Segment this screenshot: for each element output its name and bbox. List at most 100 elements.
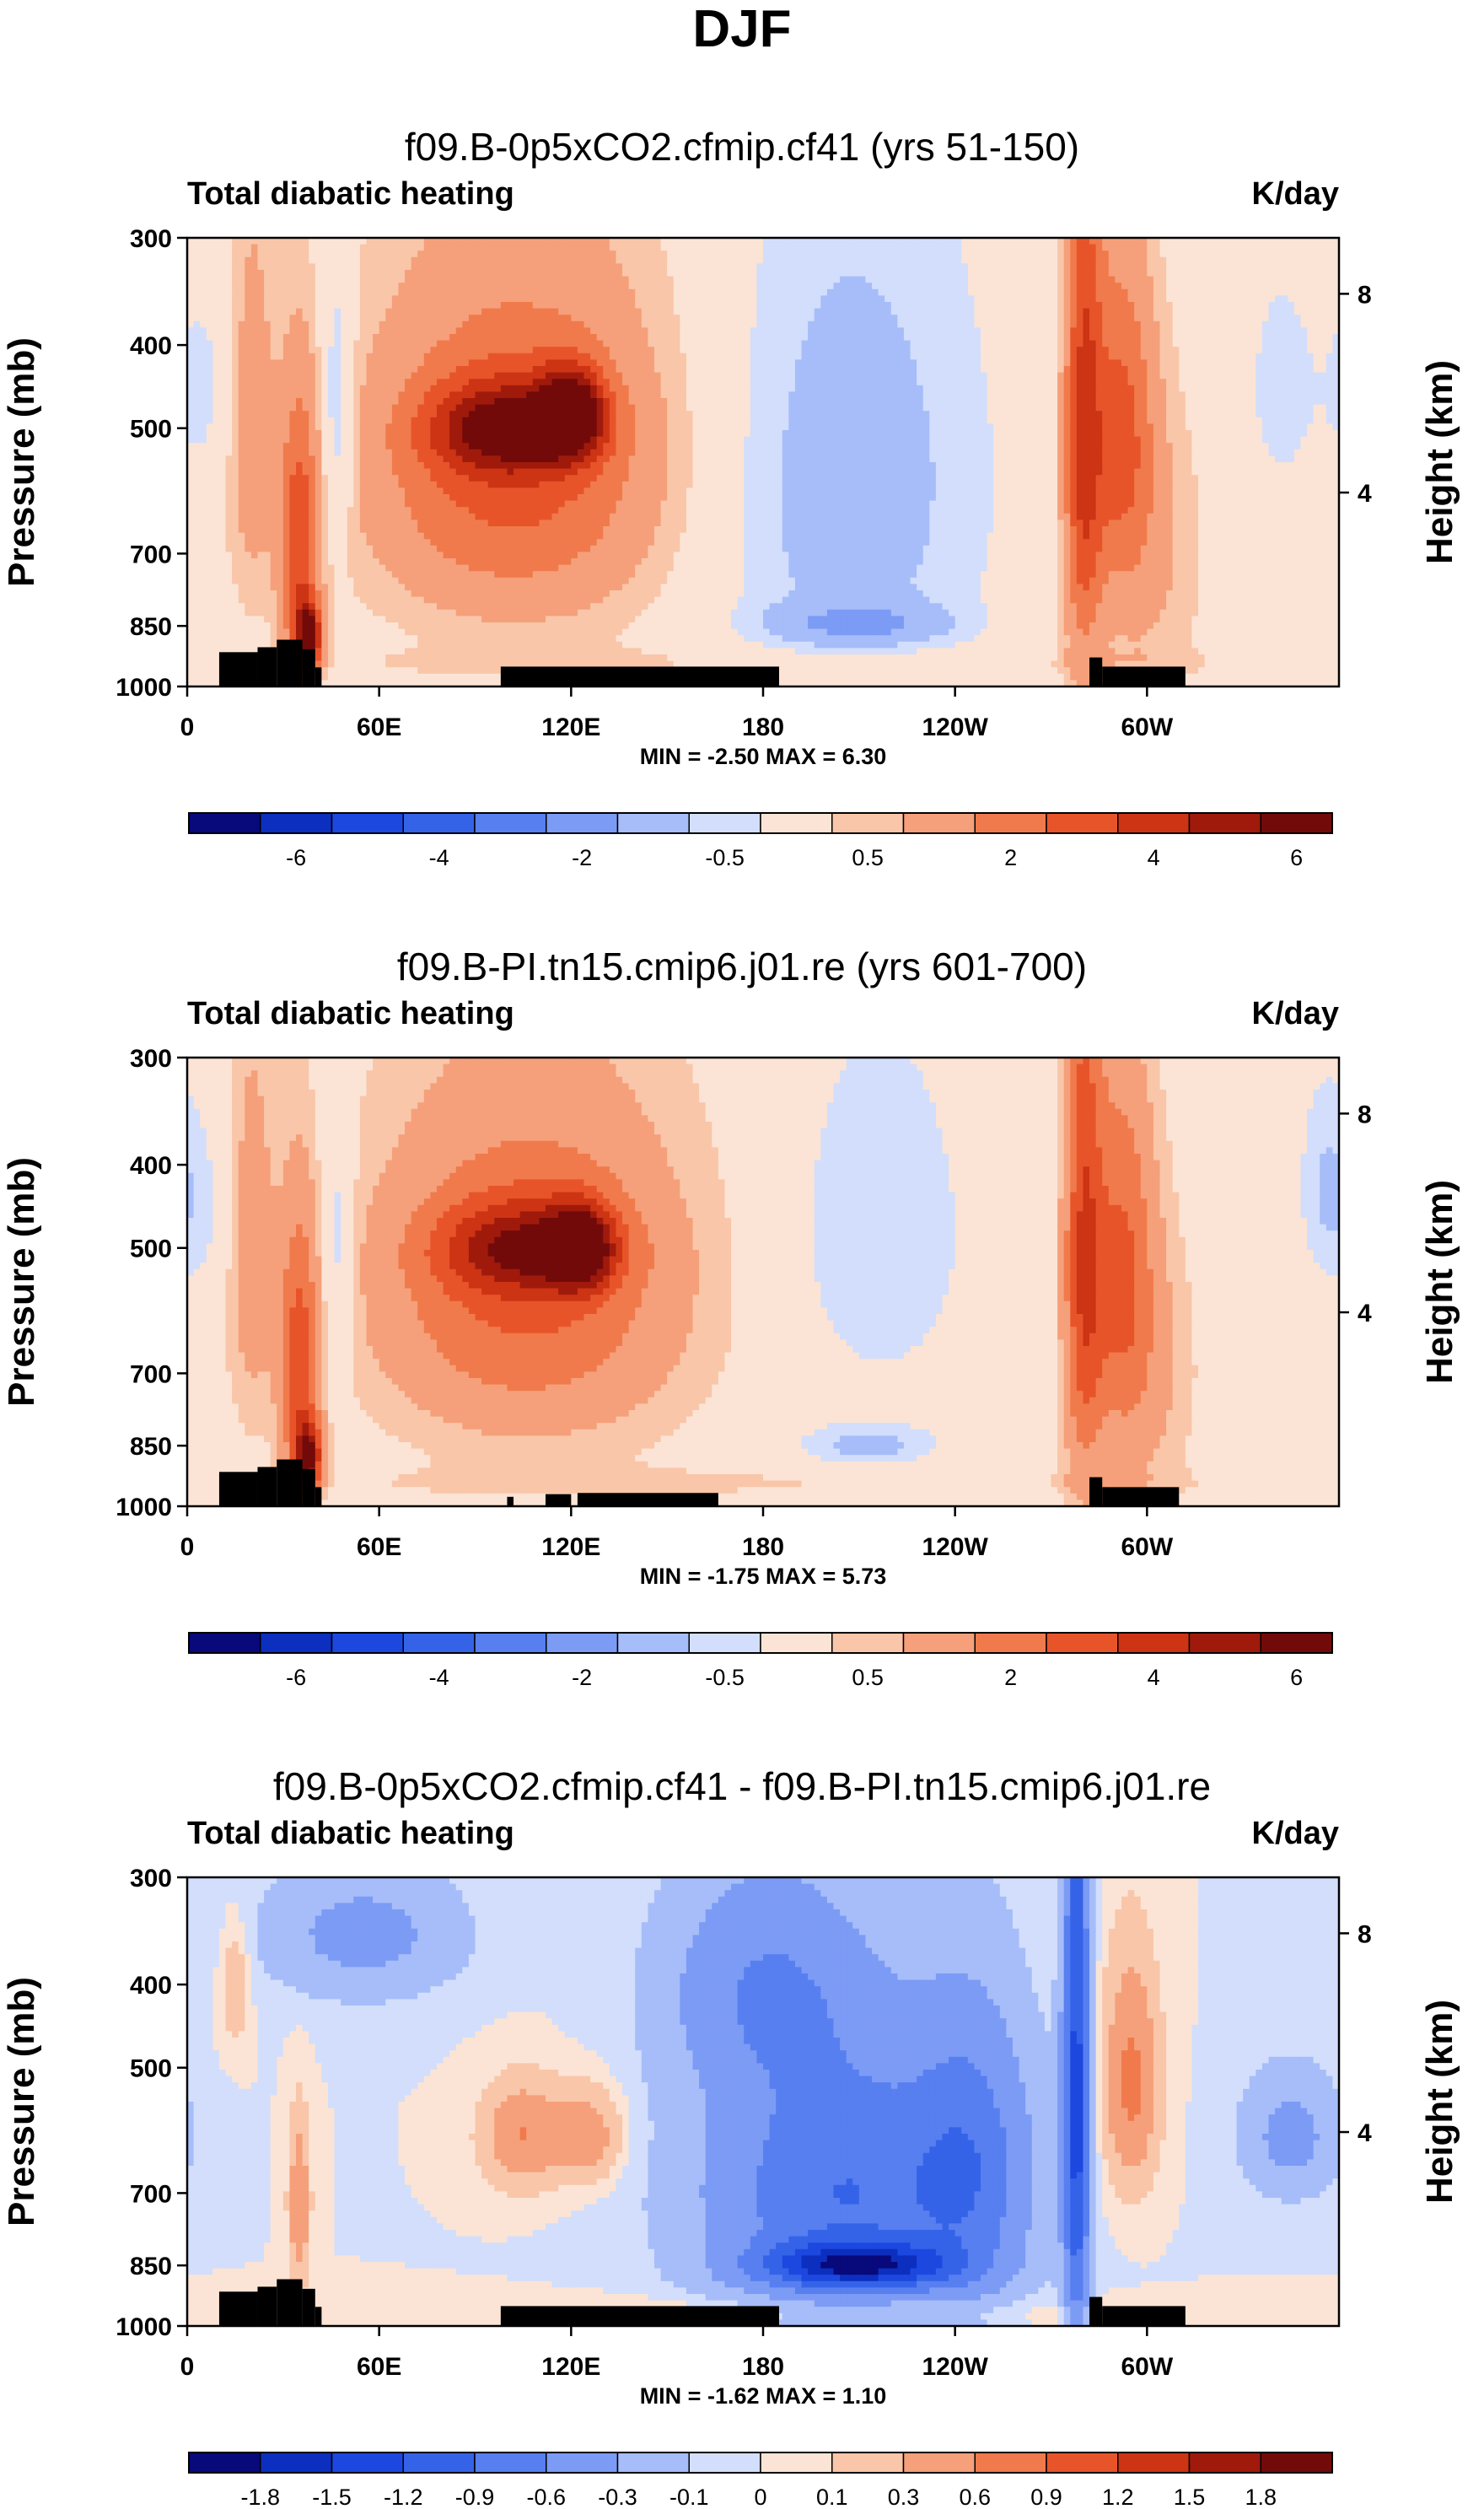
heat-cell bbox=[667, 359, 675, 367]
heat-cell bbox=[731, 347, 739, 354]
heat-cell bbox=[341, 270, 348, 277]
heat-cell bbox=[353, 353, 361, 360]
heat-cell bbox=[846, 244, 853, 251]
heat-cell bbox=[890, 256, 898, 264]
heat-cell bbox=[750, 404, 758, 412]
heat-cell bbox=[949, 340, 956, 347]
heat-cell bbox=[1288, 385, 1295, 392]
heat-cell bbox=[391, 340, 400, 347]
heat-cell bbox=[667, 302, 675, 310]
heat-cell bbox=[405, 238, 412, 245]
heat-cell bbox=[987, 372, 994, 380]
heat-cell bbox=[660, 366, 668, 374]
heat-cell bbox=[814, 340, 821, 347]
heat-cell bbox=[1095, 244, 1103, 251]
heat-cell bbox=[1223, 270, 1231, 277]
heat-cell bbox=[967, 379, 976, 386]
heat-cell bbox=[744, 308, 751, 315]
heat-cell bbox=[641, 391, 648, 399]
heat-cell bbox=[1313, 288, 1320, 296]
heat-cell bbox=[430, 372, 438, 380]
heat-cell bbox=[910, 353, 917, 360]
heat-cell bbox=[840, 288, 847, 296]
heat-cell bbox=[1217, 404, 1224, 412]
heat-cell bbox=[1089, 404, 1097, 412]
heat-cell bbox=[1019, 359, 1026, 367]
heat-cell bbox=[1211, 391, 1218, 399]
heat-cell bbox=[653, 404, 662, 412]
heat-cell bbox=[660, 270, 668, 277]
heat-cell bbox=[712, 295, 719, 303]
heat-cell bbox=[1320, 270, 1327, 277]
heat-cell bbox=[494, 250, 502, 258]
heat-cell bbox=[321, 391, 329, 399]
heat-cell bbox=[686, 404, 694, 412]
heat-cell bbox=[558, 302, 566, 310]
heat-cell bbox=[206, 334, 213, 342]
heat-cell bbox=[475, 283, 482, 290]
heat-cell bbox=[737, 385, 745, 392]
heat-cell bbox=[1249, 398, 1256, 406]
heat-cell bbox=[481, 238, 489, 245]
heat-cell bbox=[884, 385, 892, 392]
heat-cell bbox=[366, 334, 374, 342]
heat-cell bbox=[462, 256, 470, 264]
heat-cell bbox=[653, 353, 662, 360]
heat-cell bbox=[1057, 379, 1065, 386]
heat-cell bbox=[449, 238, 457, 245]
heat-cell bbox=[436, 353, 444, 360]
heat-cell bbox=[718, 359, 726, 367]
heat-cell bbox=[1140, 283, 1148, 290]
heat-cell bbox=[436, 288, 444, 296]
heat-cell bbox=[1223, 347, 1231, 354]
heat-cell bbox=[788, 288, 796, 296]
heat-cell bbox=[1229, 250, 1238, 258]
heat-cell bbox=[1243, 308, 1250, 315]
heat-cell bbox=[609, 283, 617, 290]
heat-cell bbox=[385, 334, 393, 342]
heat-cell bbox=[949, 308, 956, 315]
heat-cell bbox=[667, 263, 675, 271]
heat-cell bbox=[942, 263, 949, 271]
heat-cell bbox=[200, 411, 207, 418]
heat-cell bbox=[590, 263, 598, 271]
heat-cell bbox=[910, 379, 917, 386]
heat-cell bbox=[513, 347, 521, 354]
heat-cell bbox=[1076, 379, 1084, 386]
heat-cell bbox=[1325, 347, 1334, 354]
heat-cell bbox=[699, 302, 707, 310]
heat-cell bbox=[680, 308, 687, 315]
heat-cell bbox=[398, 353, 406, 360]
heat-cell bbox=[309, 334, 316, 342]
heat-cell bbox=[1063, 283, 1071, 290]
heat-cell bbox=[1313, 359, 1320, 367]
heat-cell bbox=[385, 270, 393, 277]
heat-cell bbox=[1140, 250, 1148, 258]
heat-cell bbox=[455, 359, 463, 367]
heat-cell bbox=[1140, 353, 1148, 360]
heat-cell bbox=[974, 391, 981, 399]
heat-cell bbox=[443, 295, 450, 303]
heat-cell bbox=[1249, 340, 1256, 347]
heat-cell bbox=[852, 327, 860, 335]
heat-cell bbox=[731, 270, 739, 277]
heat-cell bbox=[1070, 263, 1078, 271]
heat-cell bbox=[974, 347, 981, 354]
heat-cell bbox=[1121, 263, 1129, 271]
heat-cell bbox=[686, 295, 694, 303]
heat-cell bbox=[1229, 398, 1238, 406]
heat-cell bbox=[296, 244, 304, 251]
heat-cell bbox=[929, 334, 937, 342]
heat-cell bbox=[1255, 327, 1263, 335]
heat-cell bbox=[680, 372, 687, 380]
heat-cell bbox=[583, 327, 591, 335]
heat-cell bbox=[999, 391, 1007, 399]
heat-cell bbox=[788, 263, 796, 271]
heat-cell bbox=[385, 411, 393, 418]
heat-cell bbox=[1229, 283, 1238, 290]
heat-cell bbox=[487, 347, 495, 354]
heat-cell bbox=[571, 276, 578, 283]
heat-cell bbox=[763, 366, 771, 374]
heat-cell bbox=[1121, 327, 1129, 335]
heat-cell bbox=[884, 295, 892, 303]
